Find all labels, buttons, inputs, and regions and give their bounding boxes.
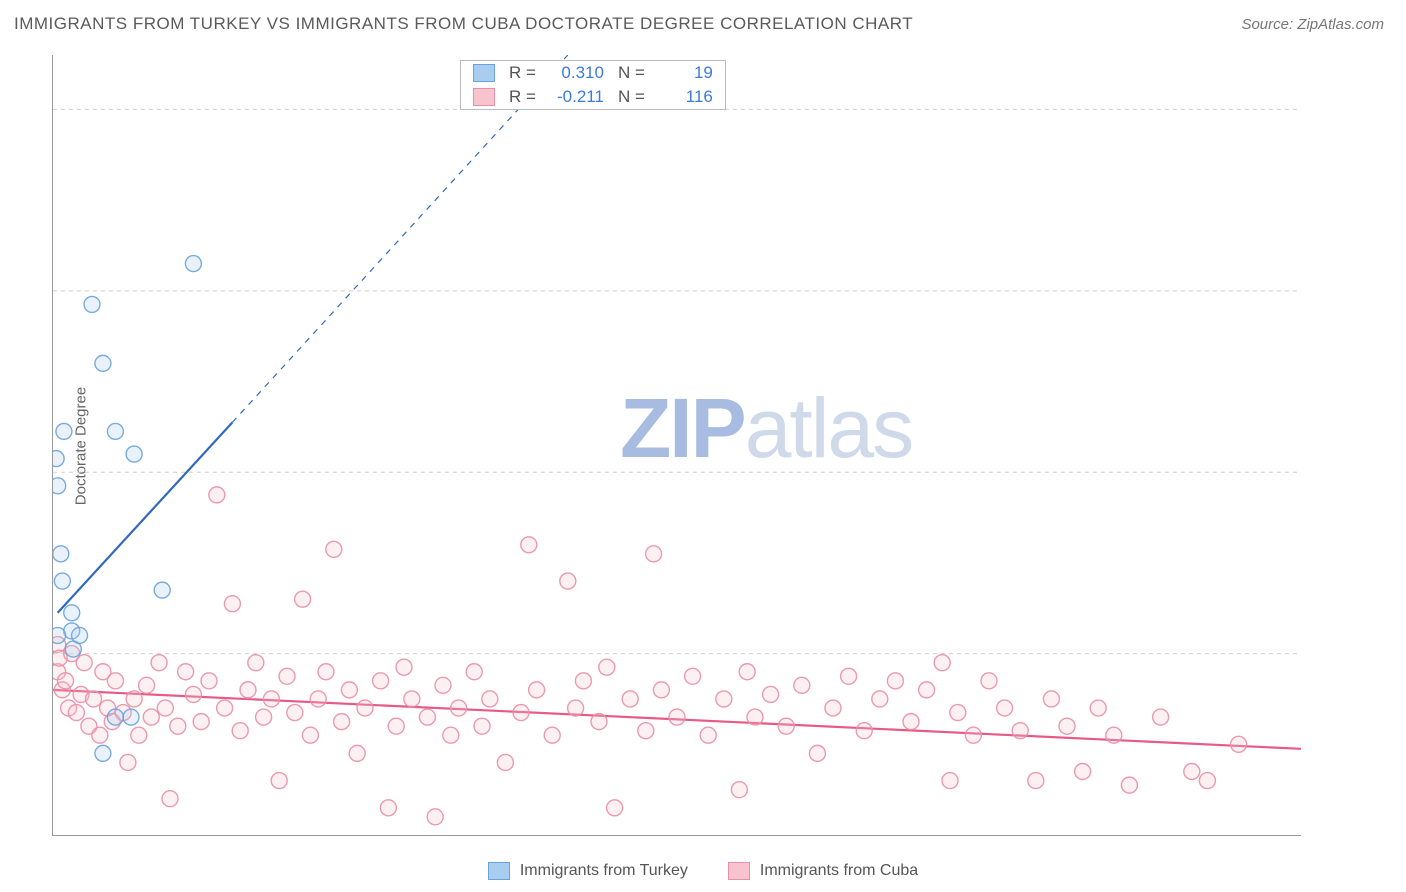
source-attribution: Source: ZipAtlas.com xyxy=(1241,16,1384,33)
stat-r-label: R = xyxy=(509,87,536,107)
stat-r-turkey: 0.310 xyxy=(550,63,604,83)
swatch-turkey-icon xyxy=(473,64,495,82)
swatch-cuba-icon xyxy=(728,862,750,880)
swatch-cuba-icon xyxy=(473,88,495,106)
stat-n-cuba: 116 xyxy=(659,87,713,107)
swatch-turkey-icon xyxy=(488,862,510,880)
legend-turkey-label: Immigrants from Turkey xyxy=(520,862,688,880)
stat-n-label: N = xyxy=(618,87,645,107)
chart-container: IMMIGRANTS FROM TURKEY VS IMMIGRANTS FRO… xyxy=(0,0,1406,892)
scatter-plot: 2.0%4.0%6.0%8.0%0.0%80.0% xyxy=(52,55,1301,836)
legend-item-cuba: Immigrants from Cuba xyxy=(728,862,918,880)
stat-n-turkey: 19 xyxy=(659,63,713,83)
bottom-legend: Immigrants from Turkey Immigrants from C… xyxy=(0,862,1406,880)
stat-r-label: R = xyxy=(509,63,536,83)
stats-row-cuba: R = -0.211 N = 116 xyxy=(461,85,725,109)
legend-cuba-label: Immigrants from Cuba xyxy=(760,862,918,880)
stats-legend-box: R = 0.310 N = 19 R = -0.211 N = 116 xyxy=(460,60,726,110)
stat-r-cuba: -0.211 xyxy=(550,87,604,107)
stats-row-turkey: R = 0.310 N = 19 xyxy=(461,61,725,85)
stat-n-label: N = xyxy=(618,63,645,83)
chart-title: IMMIGRANTS FROM TURKEY VS IMMIGRANTS FRO… xyxy=(14,14,913,34)
legend-item-turkey: Immigrants from Turkey xyxy=(488,862,688,880)
